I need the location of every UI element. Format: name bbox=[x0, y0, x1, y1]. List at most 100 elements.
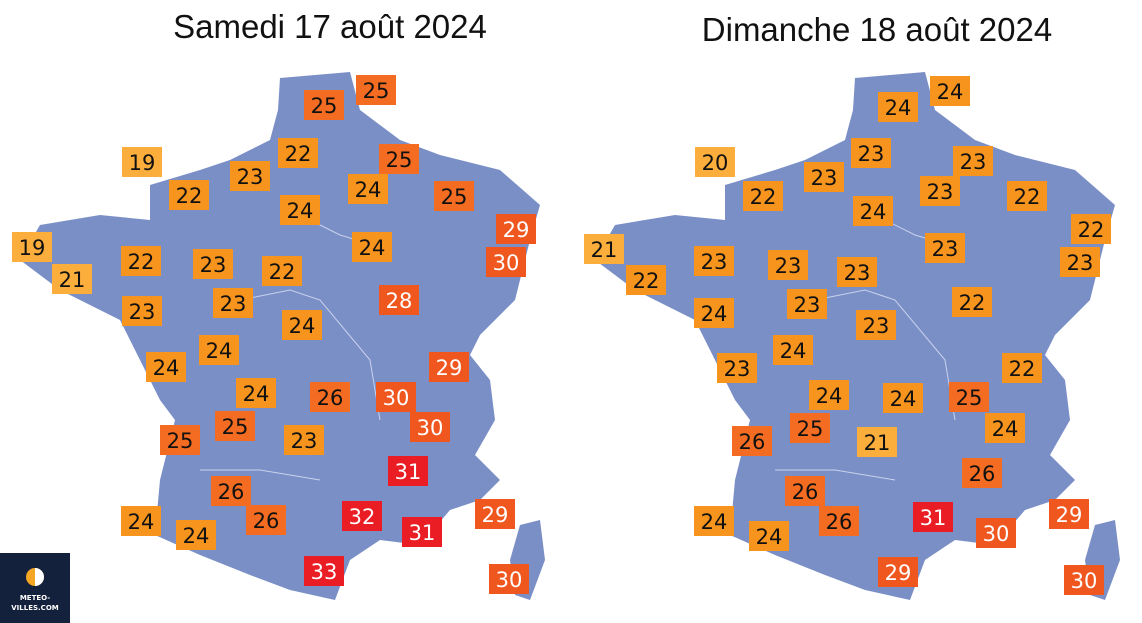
map-title: Samedi 17 août 2024 bbox=[173, 8, 487, 45]
temperature-label: 30 bbox=[383, 386, 410, 410]
temperature-box bbox=[176, 520, 216, 550]
temperature-box bbox=[489, 564, 529, 594]
temperature-label: 23 bbox=[1067, 251, 1094, 275]
temperature-label: 24 bbox=[289, 314, 316, 338]
temperature-label: 22 bbox=[633, 269, 660, 293]
temperature-box bbox=[925, 233, 965, 263]
temperature-box bbox=[837, 257, 877, 287]
temperature-box bbox=[920, 176, 960, 206]
temperature-box bbox=[310, 382, 350, 412]
temperature-label: 23 bbox=[794, 293, 821, 317]
temperature-box bbox=[304, 90, 344, 120]
temperature-box bbox=[962, 458, 1002, 488]
temperature-box bbox=[851, 138, 891, 168]
temperature-label: 23 bbox=[200, 253, 227, 277]
temperature-box bbox=[804, 162, 844, 192]
temperature-label: 30 bbox=[493, 251, 520, 275]
temperature-box bbox=[930, 76, 970, 106]
temperature-label: 23 bbox=[724, 357, 751, 381]
temperature-label: 24 bbox=[153, 356, 180, 380]
temperature-label: 23 bbox=[220, 292, 247, 316]
temperature-box bbox=[626, 265, 666, 295]
temperature-box bbox=[749, 521, 789, 551]
temperature-label: 24 bbox=[359, 236, 386, 260]
temperature-label: 23 bbox=[932, 237, 959, 261]
temperature-box bbox=[160, 425, 200, 455]
temperature-box bbox=[262, 256, 302, 286]
temperature-label: 29 bbox=[1056, 503, 1083, 527]
temperature-label: 26 bbox=[317, 386, 344, 410]
temperature-box bbox=[1064, 565, 1104, 595]
temperature-box bbox=[773, 335, 813, 365]
temperature-label: 25 bbox=[441, 185, 468, 209]
temperature-label: 24 bbox=[287, 199, 314, 223]
temperature-box bbox=[121, 246, 161, 276]
temperature-label: 25 bbox=[167, 429, 194, 453]
temperature-label: 21 bbox=[591, 238, 618, 262]
temperature-box bbox=[1049, 499, 1089, 529]
temperature-box bbox=[193, 249, 233, 279]
temperature-label: 31 bbox=[409, 521, 436, 545]
temperature-label: 31 bbox=[395, 460, 422, 484]
temperature-box bbox=[379, 285, 419, 315]
temperature-label: 30 bbox=[496, 568, 523, 592]
temperature-label: 25 bbox=[363, 79, 390, 103]
temperature-label: 22 bbox=[176, 184, 203, 208]
temperature-label: 22 bbox=[959, 291, 986, 315]
temperature-label: 24 bbox=[701, 302, 728, 326]
temperature-box bbox=[1007, 181, 1047, 211]
temperature-box bbox=[388, 456, 428, 486]
temperature-box bbox=[913, 502, 953, 532]
temperature-box bbox=[278, 138, 318, 168]
temperature-box bbox=[434, 181, 474, 211]
temperature-box bbox=[342, 501, 382, 531]
temperature-label: 23 bbox=[129, 300, 156, 324]
temperature-label: 24 bbox=[701, 510, 728, 534]
temperature-box bbox=[856, 310, 896, 340]
temperature-box bbox=[1071, 214, 1111, 244]
temperature-label: 22 bbox=[128, 250, 155, 274]
temperature-box bbox=[304, 556, 344, 586]
temperature-box bbox=[694, 506, 734, 536]
temperature-label: 26 bbox=[969, 462, 996, 486]
temperature-label: 23 bbox=[811, 166, 838, 190]
temperature-label: 25 bbox=[222, 415, 249, 439]
temperature-box bbox=[52, 264, 92, 294]
temperature-box bbox=[1002, 353, 1042, 383]
temperature-label: 23 bbox=[844, 261, 871, 285]
temperature-box bbox=[282, 310, 322, 340]
temperature-label: 33 bbox=[311, 560, 338, 584]
temperature-label: 24 bbox=[756, 525, 783, 549]
temperature-label: 24 bbox=[206, 339, 233, 363]
temperature-box bbox=[280, 195, 320, 225]
temperature-label: 23 bbox=[960, 150, 987, 174]
temperature-label: 24 bbox=[128, 510, 155, 534]
temperature-label: 26 bbox=[218, 480, 245, 504]
temperature-box bbox=[790, 413, 830, 443]
temperature-box bbox=[199, 335, 239, 365]
logo-icon bbox=[35, 568, 44, 586]
temperature-box bbox=[169, 180, 209, 210]
temperature-box bbox=[953, 146, 993, 176]
temperature-label: 28 bbox=[386, 289, 413, 313]
temperature-label: 24 bbox=[885, 96, 912, 120]
temperature-box bbox=[379, 144, 419, 174]
temperature-box bbox=[402, 517, 442, 547]
temperature-box bbox=[809, 380, 849, 410]
temperature-box bbox=[475, 499, 515, 529]
temperature-label: 31 bbox=[920, 506, 947, 530]
temperature-label: 21 bbox=[59, 268, 86, 292]
logo-box bbox=[0, 553, 70, 623]
temperature-box bbox=[410, 412, 450, 442]
temperature-box bbox=[211, 476, 251, 506]
temperature-box bbox=[146, 352, 186, 382]
temperature-box bbox=[429, 352, 469, 382]
temperature-box bbox=[853, 196, 893, 226]
temperature-box bbox=[215, 411, 255, 441]
temperature-label: 26 bbox=[826, 510, 853, 534]
temperature-label: 19 bbox=[19, 236, 46, 260]
temperature-label: 30 bbox=[417, 416, 444, 440]
temperature-box bbox=[883, 383, 923, 413]
temperature-label: 24 bbox=[780, 339, 807, 363]
